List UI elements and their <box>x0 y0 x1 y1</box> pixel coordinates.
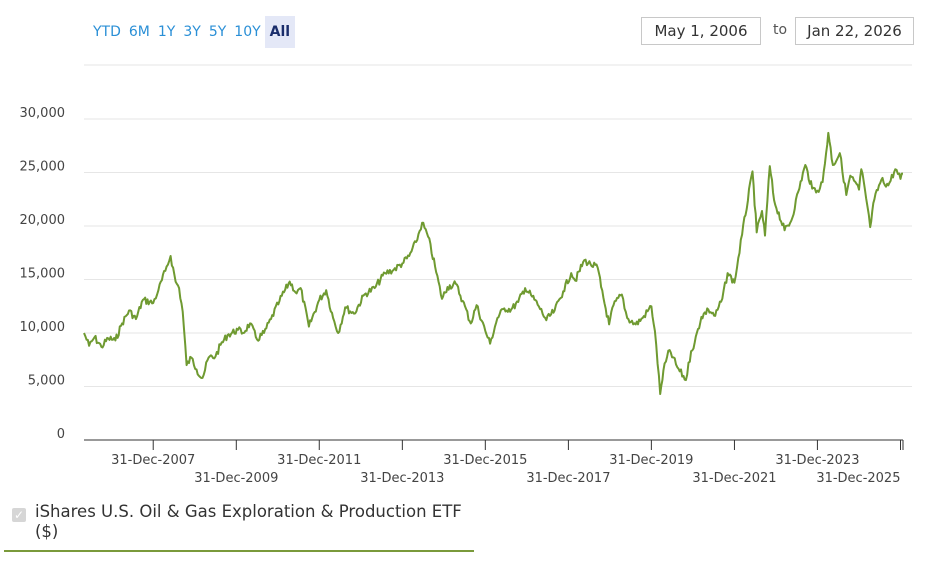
legend: ✓ iShares U.S. Oil & Gas Exploration & P… <box>4 502 474 552</box>
y-tick-label: 10,000 <box>20 320 66 335</box>
range-selector: YTD 6M 1Y 3Y 5Y 10Y All <box>89 16 296 48</box>
x-tick-label: 31-Dec-2023 <box>775 453 859 468</box>
y-tick-label: 25,000 <box>20 160 66 175</box>
x-tick-label: 31-Dec-2009 <box>194 471 278 486</box>
x-axis-ticks: 31-Dec-2007 31-Dec-2009 31-Dec-2011 31-Dec-… <box>111 440 904 486</box>
price-chart: 0 5,000 10,000 15,000 20,000 25,000 30,000 31-… <box>20 64 912 486</box>
x-tick-label: 31-Dec-2021 <box>692 471 776 486</box>
x-tick-label: 31-Dec-2007 <box>111 453 195 468</box>
legend-label[interactable]: iShares U.S. Oil & Gas Exploration & Pro… <box>35 502 462 541</box>
x-tick-label: 31-Dec-2011 <box>277 453 361 468</box>
y-tick-label: 15,000 <box>20 267 66 282</box>
y-tick-label: 0 <box>57 427 65 442</box>
range-1y-button[interactable]: 1Y <box>157 24 176 40</box>
from-date-input[interactable]: May 1, 2006 <box>641 17 761 45</box>
legend-checkbox[interactable]: ✓ <box>12 508 26 522</box>
range-6m-button[interactable]: 6M <box>128 24 150 40</box>
x-tick-label: 31-Dec-2015 <box>443 453 527 468</box>
y-tick-label: 30,000 <box>20 106 66 121</box>
to-label: to <box>773 22 788 38</box>
grid-lines <box>84 118 912 387</box>
x-tick-label: 31-Dec-2017 <box>526 471 610 486</box>
x-tick-label: 31-Dec-2013 <box>360 471 444 486</box>
to-date-input[interactable]: Jan 22, 2026 <box>795 17 914 45</box>
y-tick-label: 5,000 <box>28 374 65 389</box>
range-10y-button[interactable]: 10Y <box>234 24 261 40</box>
x-tick-label: 31-Dec-2019 <box>609 453 693 468</box>
range-all-button[interactable]: All <box>264 16 296 48</box>
range-3y-button[interactable]: 3Y <box>183 24 201 40</box>
x-tick-label: 31-Dec-2025 <box>816 471 900 486</box>
range-ytd-button[interactable]: YTD <box>93 24 121 40</box>
y-axis-labels: 0 5,000 10,000 15,000 20,000 25,000 30,000 <box>20 106 66 442</box>
range-5y-button[interactable]: 5Y <box>208 24 227 40</box>
y-tick-label: 20,000 <box>20 213 66 228</box>
price-series-line[interactable] <box>83 131 903 395</box>
